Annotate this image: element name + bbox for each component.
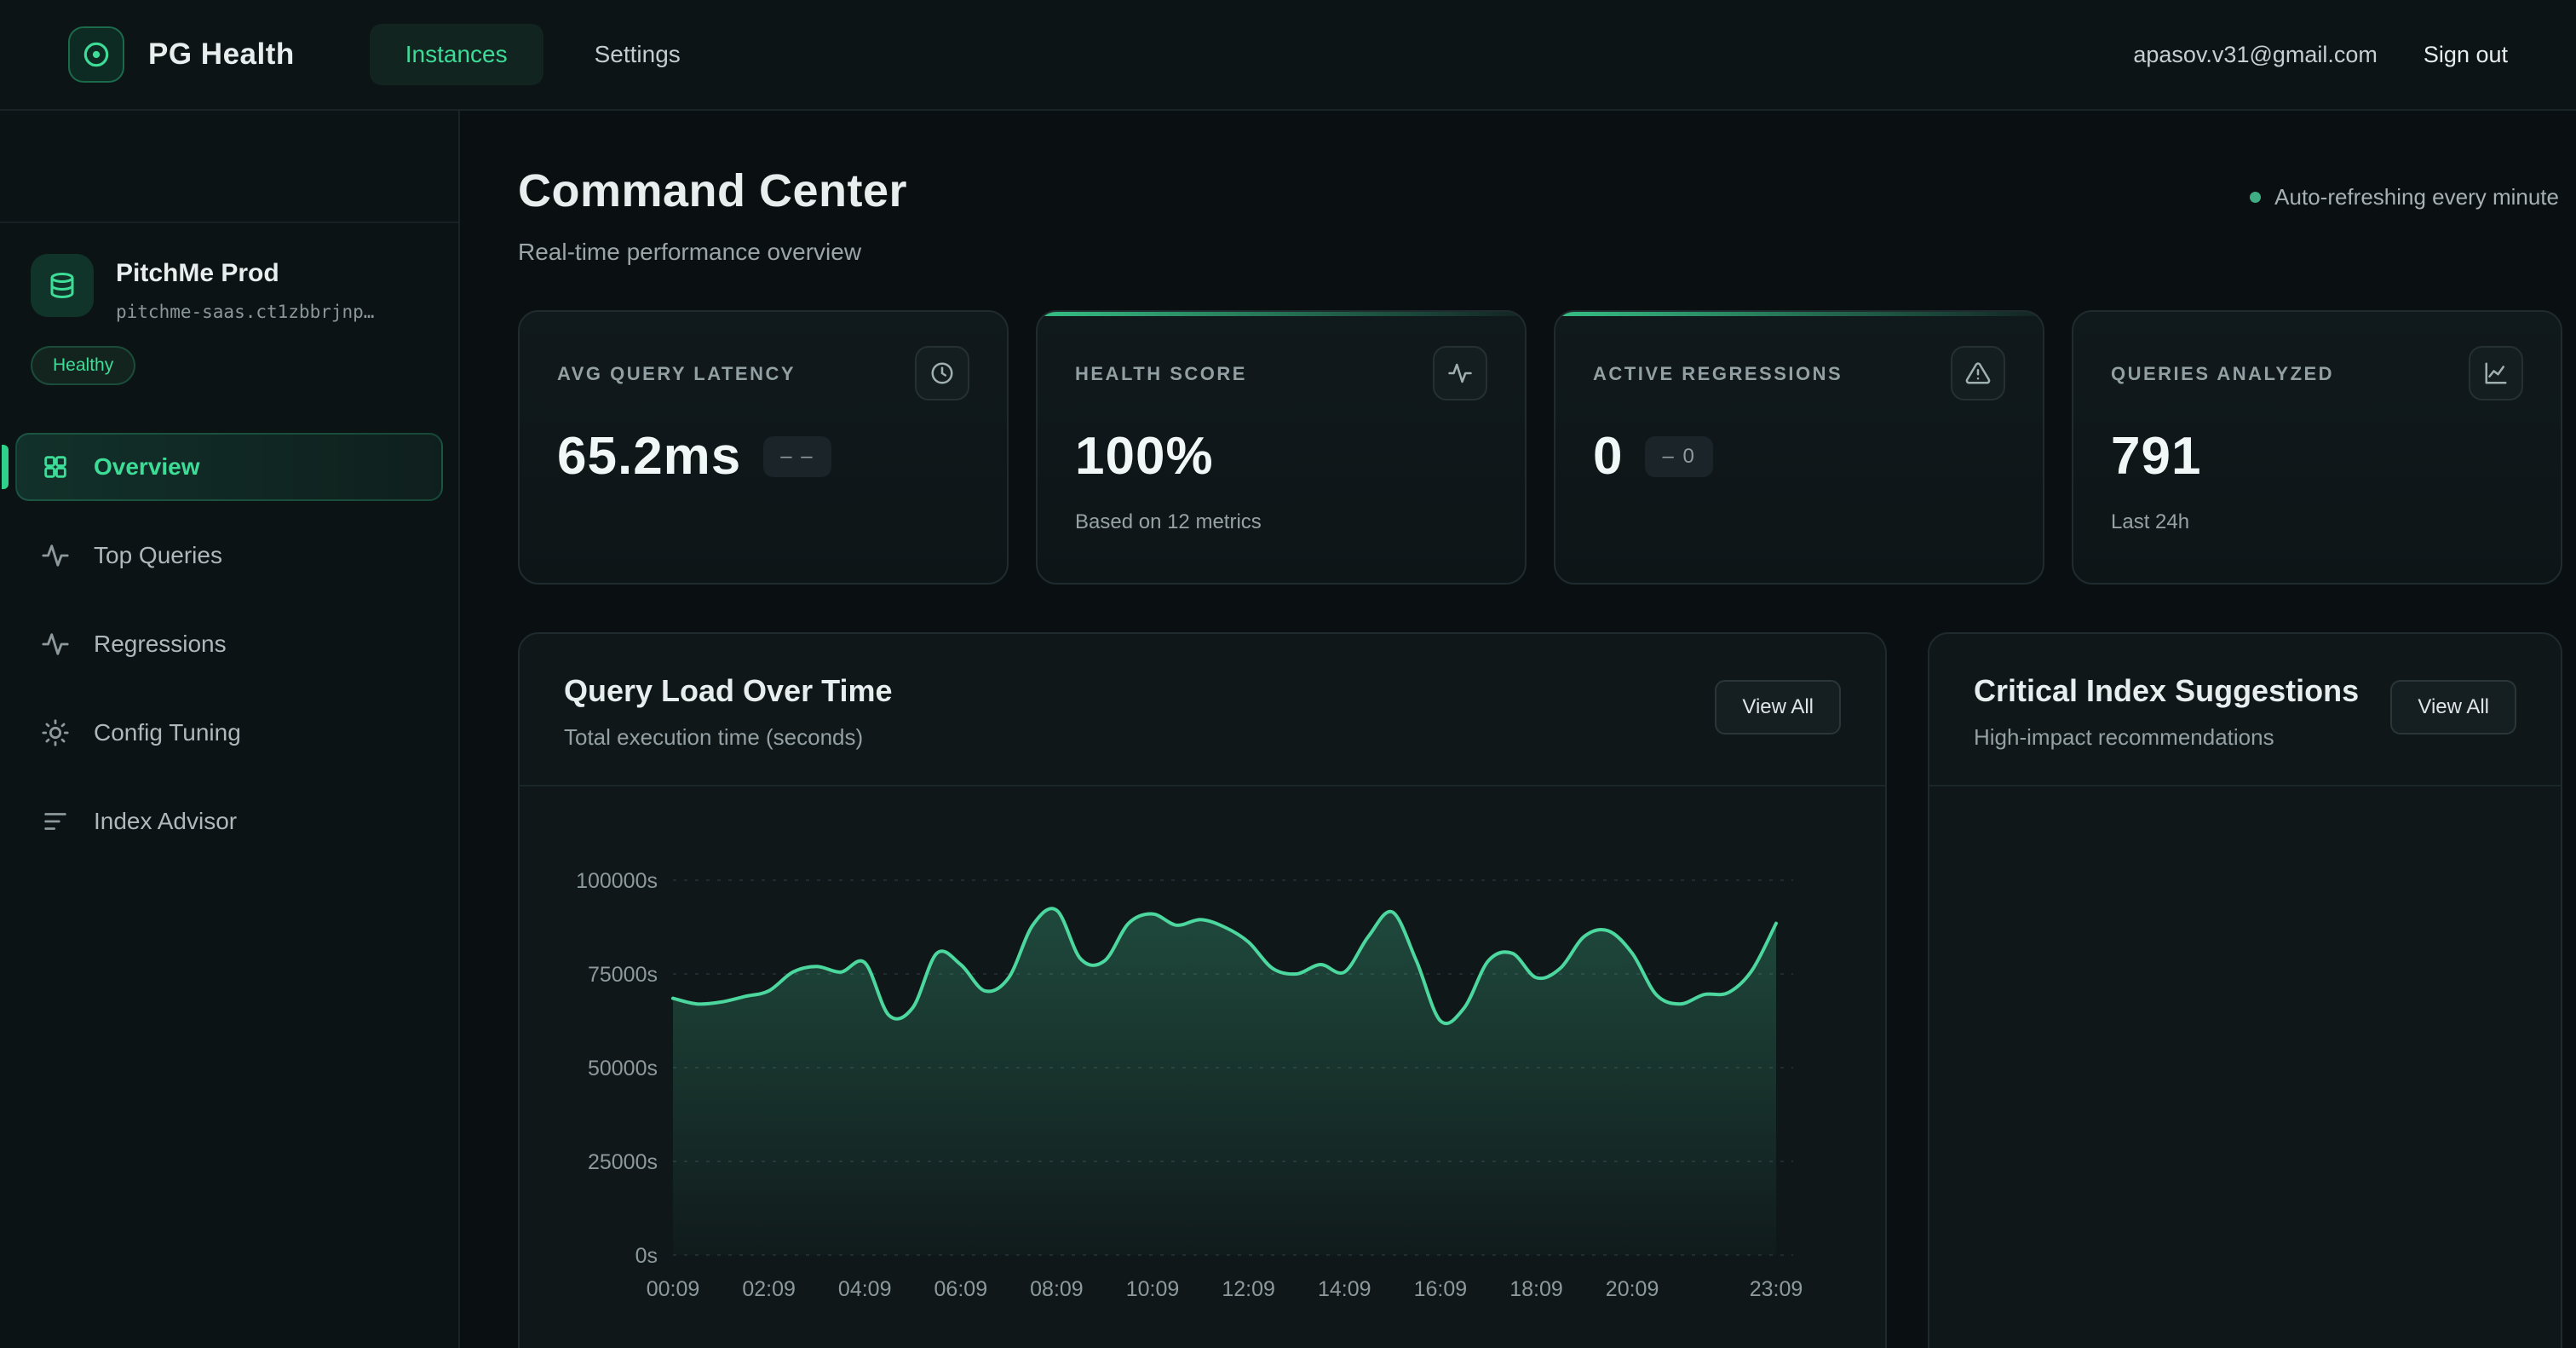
line-chart-icon [2469, 346, 2523, 400]
trend-badge: – 0 [1645, 436, 1712, 477]
metric-label: QUERIES ANALYZED [2111, 363, 2334, 385]
page-subtitle: Real-time performance overview [518, 239, 2562, 266]
app-logo [68, 26, 124, 83]
auto-refresh-note: Auto-refreshing every minute [2250, 184, 2559, 210]
top-navbar: PG Health Instances Settings apasov.v31@… [0, 0, 2576, 111]
svg-text:0s: 0s [635, 1244, 658, 1268]
metrics-row: AVG QUERY LATENCY 65.2ms – – HEALTH SCOR… [518, 310, 2562, 585]
sidebar-item-regressions[interactable]: Regressions [15, 610, 443, 678]
metric-label: HEALTH SCORE [1075, 363, 1247, 385]
metric-card-queries-analyzed: QUERIES ANALYZED 791 Last 24h [2072, 310, 2562, 585]
panel-subtitle: High-impact recommendations [1974, 724, 2359, 751]
chart-area: 0s 25000s 50000s 75000s 100000s 00:09 02:09 04:… [520, 786, 1885, 1348]
pulse-icon [1433, 346, 1487, 400]
svg-text:23:09: 23:09 [1750, 1277, 1803, 1301]
index-suggestions-panel: Critical Index Suggestions High-impact r… [1928, 632, 2562, 1348]
metric-note: Based on 12 metrics [1075, 510, 1487, 534]
svg-text:10:09: 10:09 [1126, 1277, 1180, 1301]
user-email: apasov.v31@gmail.com [2133, 42, 2378, 68]
metric-value: 791 [2111, 426, 2201, 487]
panel-subtitle: Total execution time (seconds) [564, 724, 892, 751]
refresh-text: Auto-refreshing every minute [2274, 184, 2559, 210]
metric-value: 0 [1593, 426, 1623, 487]
primary-nav: Instances Settings [370, 24, 716, 85]
svg-text:50000s: 50000s [588, 1057, 658, 1080]
panels-row: Query Load Over Time Total execution tim… [518, 632, 2562, 1348]
metric-value: 65.2ms [557, 426, 741, 487]
grid-icon [41, 452, 70, 481]
activity-icon [41, 541, 70, 570]
svg-text:06:09: 06:09 [934, 1277, 988, 1301]
metric-card-health-score: HEALTH SCORE 100% Based on 12 metrics [1036, 310, 1527, 585]
sidebar-item-index-advisor[interactable]: Index Advisor [15, 787, 443, 855]
status-badge: Healthy [31, 346, 135, 385]
nav-item-settings[interactable]: Settings [559, 24, 716, 85]
svg-text:18:09: 18:09 [1509, 1277, 1563, 1301]
svg-text:02:09: 02:09 [742, 1277, 796, 1301]
instance-name: PitchMe Prod [116, 259, 374, 288]
nav-item-instances[interactable]: Instances [370, 24, 543, 85]
instance-card[interactable]: PitchMe Prod pitchme-saas.ct1zbbrjnp… [0, 223, 458, 322]
main-content: Auto-refreshing every minute Command Cen… [460, 111, 2576, 1348]
sidebar: PitchMe Prod pitchme-saas.ct1zbbrjnp… He… [0, 111, 460, 1348]
query-load-chart: 0s 25000s 50000s 75000s 100000s 00:09 02:09 04:… [545, 829, 1826, 1348]
app-title: PG Health [148, 37, 295, 72]
sidebar-item-label: Config Tuning [94, 719, 241, 746]
sidebar-item-top-queries[interactable]: Top Queries [15, 521, 443, 590]
instance-info: PitchMe Prod pitchme-saas.ct1zbbrjnp… [116, 254, 374, 322]
view-all-button[interactable]: View All [1715, 680, 1841, 734]
sidebar-item-label: Top Queries [94, 542, 222, 569]
sun-icon [41, 718, 70, 747]
svg-text:25000s: 25000s [588, 1150, 658, 1174]
query-load-panel: Query Load Over Time Total execution tim… [518, 632, 1887, 1348]
trend-badge: – – [763, 436, 831, 477]
sidebar-item-label: Overview [94, 453, 200, 481]
refresh-dot-icon [2250, 192, 2261, 203]
logo-gauge-icon [80, 38, 112, 71]
svg-text:04:09: 04:09 [838, 1277, 892, 1301]
alert-triangle-icon [1951, 346, 2005, 400]
instance-host: pitchme-saas.ct1zbbrjnp… [116, 302, 374, 322]
svg-text:08:09: 08:09 [1030, 1277, 1084, 1301]
metric-note: Last 24h [2111, 510, 2523, 534]
database-icon [31, 254, 94, 317]
svg-text:100000s: 100000s [576, 869, 658, 893]
sidebar-item-config-tuning[interactable]: Config Tuning [15, 699, 443, 767]
sign-out-button[interactable]: Sign out [2424, 42, 2508, 68]
view-all-button[interactable]: View All [2390, 680, 2516, 734]
svg-text:12:09: 12:09 [1222, 1277, 1275, 1301]
metric-label: AVG QUERY LATENCY [557, 363, 796, 385]
panel-title: Critical Index Suggestions [1974, 673, 2359, 709]
metric-label: ACTIVE REGRESSIONS [1593, 363, 1843, 385]
sidebar-item-label: Regressions [94, 631, 227, 658]
sidebar-nav: Overview Top Queries Regressions [0, 433, 458, 855]
svg-text:16:09: 16:09 [1414, 1277, 1468, 1301]
list-icon [41, 807, 70, 836]
svg-text:75000s: 75000s [588, 963, 658, 987]
svg-text:00:09: 00:09 [647, 1277, 700, 1301]
navbar-account: apasov.v31@gmail.com Sign out [2133, 42, 2508, 68]
sidebar-item-label: Index Advisor [94, 808, 237, 835]
panel-title: Query Load Over Time [564, 673, 892, 709]
metric-value: 100% [1075, 426, 1214, 487]
sidebar-item-overview[interactable]: Overview [15, 433, 443, 501]
clock-icon [915, 346, 969, 400]
metric-card-active-regressions: ACTIVE REGRESSIONS 0 – 0 [1554, 310, 2044, 585]
metric-card-avg-query-latency: AVG QUERY LATENCY 65.2ms – – [518, 310, 1009, 585]
svg-text:14:09: 14:09 [1318, 1277, 1371, 1301]
activity-icon [41, 630, 70, 659]
svg-text:20:09: 20:09 [1606, 1277, 1659, 1301]
sidebar-top-spacer [0, 111, 458, 223]
